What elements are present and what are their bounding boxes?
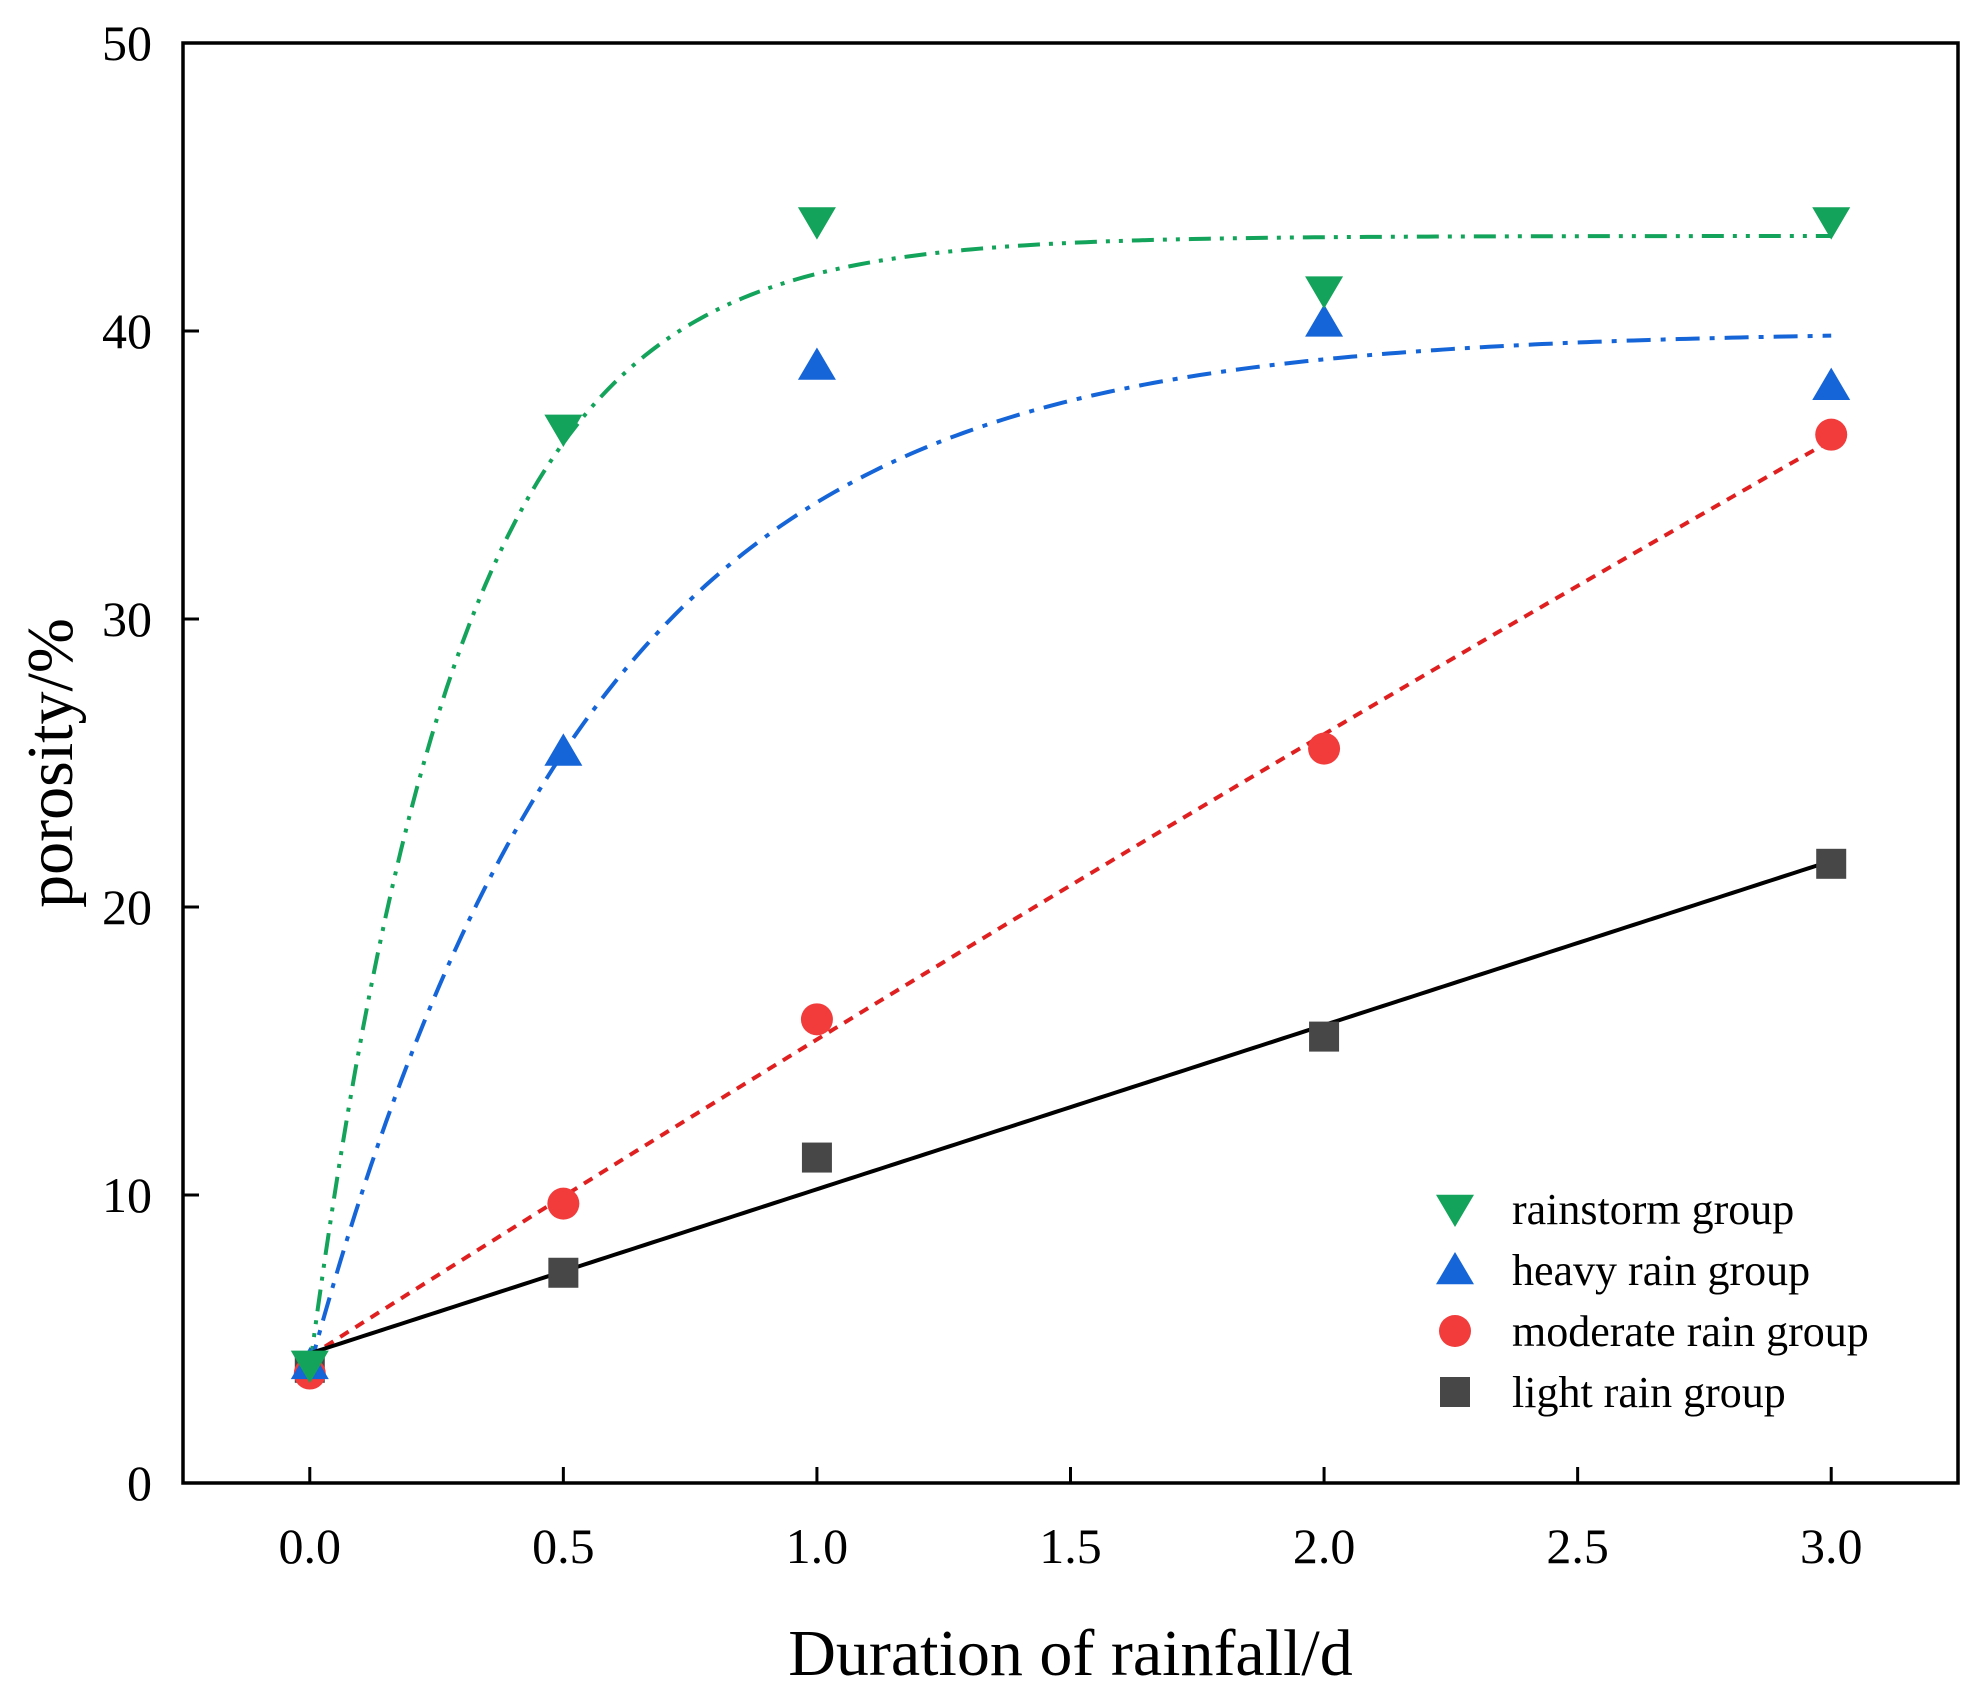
data-point-moderate-rain-group [1815, 418, 1848, 451]
data-point-light-rain-group [548, 1257, 579, 1288]
legend-label: rainstorm group [1512, 1185, 1794, 1234]
legend-item: heavy rain group [1436, 1246, 1810, 1295]
data-markers [290, 207, 1851, 1390]
x-axis-title: Duration of rainfall/d [788, 1617, 1352, 1688]
legend-item: moderate rain group [1439, 1307, 1869, 1356]
legend-item: rainstorm group [1436, 1185, 1794, 1234]
data-point-rainstorm-group [290, 1350, 329, 1383]
y-tick-label: 40 [102, 303, 152, 359]
fit-line-moderate-rain-group [308, 438, 1833, 1358]
data-point-heavy-rain-group [1305, 304, 1344, 337]
y-tick-label: 0 [127, 1455, 152, 1511]
legend-label: light rain group [1512, 1368, 1786, 1417]
legend-marker-moderate-rain-group [1439, 1315, 1471, 1347]
data-point-heavy-rain-group [797, 347, 836, 380]
y-axis: 0 10 20 30 40 50 [102, 15, 199, 1511]
fit-line-rainstorm-group [307, 234, 1832, 1369]
x-tick-label: 2.5 [1546, 1518, 1609, 1574]
x-tick-label: 1.0 [786, 1518, 849, 1574]
data-point-rainstorm-group [544, 414, 583, 447]
data-point-rainstorm-group [1305, 276, 1344, 309]
x-tick-label: 0.5 [532, 1518, 595, 1574]
y-axis-title: porosity/% [14, 618, 87, 908]
x-axis: 0.0 0.5 1.0 1.5 2.0 2.5 3.0 [279, 1467, 1863, 1574]
legend-marker-heavy-rain-group [1436, 1251, 1474, 1285]
data-point-rainstorm-group [1812, 207, 1851, 240]
data-point-heavy-rain-group [1812, 367, 1851, 400]
legend: rainstorm group heavy rain group moderate … [1436, 1185, 1869, 1417]
x-tick-label: 2.0 [1293, 1518, 1356, 1574]
y-tick-label: 20 [102, 879, 152, 935]
x-tick-label: 3.0 [1800, 1518, 1863, 1574]
legend-marker-light-rain-group [1440, 1377, 1470, 1407]
legend-label: heavy rain group [1512, 1246, 1810, 1295]
data-point-light-rain-group [1309, 1021, 1340, 1052]
data-point-moderate-rain-group [547, 1187, 580, 1220]
y-tick-label: 50 [102, 15, 152, 71]
legend-marker-rainstorm-group [1436, 1194, 1474, 1228]
data-point-moderate-rain-group [1308, 732, 1341, 765]
y-tick-label: 10 [102, 1167, 152, 1223]
data-point-heavy-rain-group [544, 733, 583, 766]
data-point-rainstorm-group [797, 207, 836, 240]
legend-item: light rain group [1440, 1368, 1786, 1417]
legend-label: moderate rain group [1512, 1307, 1869, 1356]
y-tick-label: 30 [102, 591, 152, 647]
data-point-moderate-rain-group [800, 1003, 833, 1036]
x-tick-label: 1.5 [1039, 1518, 1102, 1574]
x-tick-label: 0.0 [279, 1518, 342, 1574]
data-point-light-rain-group [1816, 848, 1847, 879]
data-point-light-rain-group [801, 1142, 832, 1173]
